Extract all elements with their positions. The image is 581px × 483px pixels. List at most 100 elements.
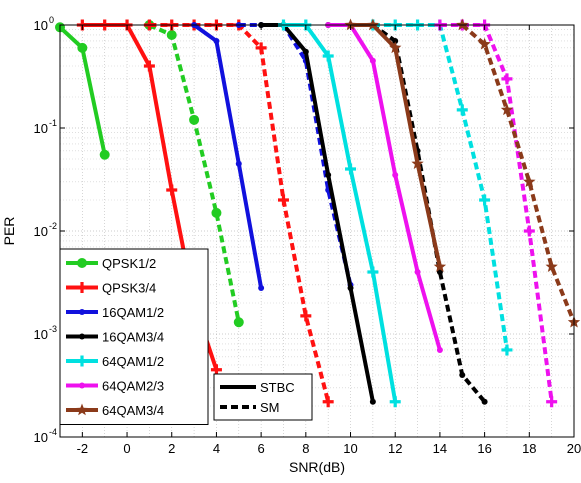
data-point — [347, 284, 354, 291]
data-point — [277, 194, 289, 206]
data-point — [369, 57, 376, 64]
x-tick-label: 16 — [477, 441, 491, 456]
legend-label: QPSK3/4 — [102, 281, 156, 296]
data-point — [258, 284, 265, 291]
data-point — [77, 258, 87, 268]
y-tick-exponent: -4 — [49, 427, 57, 437]
data-point — [345, 163, 357, 175]
data-point — [76, 355, 88, 367]
data-point — [213, 37, 220, 44]
x-tick-label: 20 — [567, 441, 581, 456]
legend-label: QPSK1/2 — [102, 256, 156, 271]
data-point — [459, 371, 466, 378]
data-point — [255, 42, 267, 54]
legend-item: 16QAM1/2 — [66, 305, 164, 320]
data-point — [235, 160, 242, 167]
x-tick-label: 12 — [388, 441, 402, 456]
data-point — [79, 382, 85, 389]
data-point — [392, 37, 399, 44]
data-point — [143, 60, 155, 72]
legend-item: 64QAM2/3 — [66, 379, 164, 394]
data-point — [456, 104, 468, 116]
data-point — [325, 171, 332, 178]
series-line — [192, 23, 264, 289]
data-point — [436, 346, 443, 353]
data-point — [233, 317, 244, 328]
style-legend-box — [213, 373, 313, 421]
data-point — [344, 18, 357, 31]
x-tick-label: 18 — [522, 441, 536, 456]
data-point — [300, 310, 312, 322]
y-axis-label: PER — [1, 217, 17, 246]
data-point — [75, 403, 89, 416]
legend-item: 16QAM3/4 — [66, 330, 164, 345]
data-point — [546, 396, 558, 408]
series-line — [460, 23, 576, 324]
y-tick-exponent: 0 — [49, 15, 54, 25]
legend-label: 16QAM3/4 — [102, 330, 164, 345]
data-point — [411, 157, 424, 169]
data-point — [366, 18, 380, 31]
data-point — [77, 42, 88, 53]
x-tick-label: 0 — [123, 441, 130, 456]
y-tick-label: 10 — [34, 18, 48, 33]
x-tick-label: -2 — [77, 441, 89, 456]
data-point — [367, 266, 379, 278]
data-point — [322, 50, 334, 62]
x-tick-label: 6 — [258, 441, 265, 456]
data-point — [210, 364, 222, 376]
data-point — [456, 18, 469, 31]
data-point — [414, 268, 421, 275]
data-point — [523, 225, 535, 237]
data-point — [79, 333, 85, 340]
x-tick-label: 10 — [343, 441, 357, 456]
style-legend-item: SM — [220, 400, 280, 415]
data-point — [523, 175, 536, 188]
data-point — [79, 309, 85, 315]
y-tick-exponent: -3 — [49, 324, 57, 334]
data-point — [99, 149, 110, 160]
x-tick-label: 14 — [433, 441, 447, 456]
x-tick-label: 4 — [213, 441, 220, 456]
data-point — [501, 344, 513, 356]
style-legend-label: SM — [260, 400, 280, 415]
data-point — [392, 171, 399, 178]
legend-item: QPSK3/4 — [66, 281, 156, 296]
data-point — [76, 282, 88, 293]
y-tick-exponent: -2 — [49, 221, 57, 231]
data-point — [433, 260, 447, 272]
y-tick-exponent: -1 — [49, 118, 57, 128]
legend-label: 64QAM1/2 — [102, 354, 164, 369]
x-tick-label: 2 — [168, 441, 175, 456]
legend-item: 64QAM1/2 — [66, 354, 164, 369]
legend-label: 64QAM2/3 — [102, 379, 164, 394]
y-tick-label: 10 — [34, 121, 48, 136]
data-point — [389, 41, 402, 54]
style-legend-label: STBC — [260, 380, 295, 395]
legend-item: 64QAM3/4 — [66, 403, 164, 418]
series-line — [238, 23, 353, 286]
data-point — [389, 396, 401, 408]
y-tick-label: 10 — [34, 224, 48, 239]
data-point — [479, 194, 491, 206]
data-point — [166, 29, 177, 40]
data-point — [189, 114, 200, 125]
legend: QPSK1/2 QPSK3/4 16QAM1/2 16QAM3/4 64QAM1/2 64… — [59, 248, 209, 425]
y-tick-label: 10 — [34, 327, 48, 342]
x-tick-label: 8 — [302, 441, 309, 456]
data-point — [322, 396, 334, 408]
y-tick-label: 10 — [34, 430, 48, 445]
x-axis-label: SNR(dB) — [289, 459, 345, 475]
legend-label: 64QAM3/4 — [102, 403, 164, 418]
data-point — [500, 103, 514, 116]
data-point — [481, 398, 488, 405]
legend-label: 16QAM1/2 — [102, 305, 164, 320]
data-point — [369, 398, 376, 405]
data-point — [501, 73, 513, 85]
data-point — [478, 37, 491, 50]
data-point — [545, 260, 558, 272]
data-point — [302, 48, 309, 55]
data-point — [166, 184, 178, 196]
